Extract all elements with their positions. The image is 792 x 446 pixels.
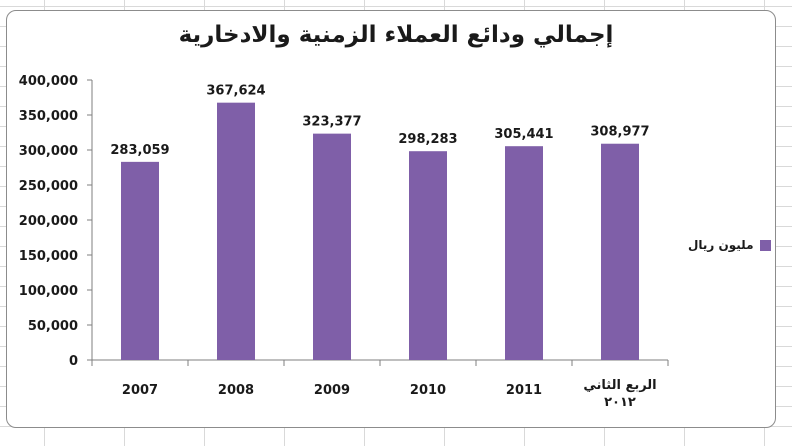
y-tick-label: 150,000 bbox=[19, 249, 78, 264]
x-tick-label: 2008 bbox=[218, 383, 254, 398]
y-tick-label: 400,000 bbox=[19, 74, 78, 89]
data-label: 283,059 bbox=[110, 143, 169, 158]
x-tick-label: الربع الثاني bbox=[583, 378, 656, 393]
y-tick-label: 0 bbox=[69, 354, 78, 369]
x-tick-label: 2010 bbox=[410, 383, 446, 398]
bar bbox=[217, 102, 255, 360]
bar bbox=[601, 143, 639, 360]
legend: مليون ريال bbox=[688, 238, 771, 252]
x-tick-label: 2007 bbox=[122, 383, 158, 398]
data-label: 367,624 bbox=[206, 84, 265, 99]
data-label: 308,977 bbox=[590, 125, 649, 140]
bar bbox=[409, 151, 447, 360]
bar bbox=[313, 133, 351, 360]
y-tick-label: 350,000 bbox=[19, 109, 78, 124]
y-tick-label: 100,000 bbox=[19, 284, 78, 299]
x-tick-label: 2011 bbox=[506, 383, 542, 398]
y-tick-label: 50,000 bbox=[28, 319, 78, 334]
bar bbox=[505, 146, 543, 360]
data-label: 298,283 bbox=[398, 132, 457, 147]
y-tick-label: 200,000 bbox=[19, 214, 78, 229]
bar bbox=[121, 161, 159, 360]
x-tick-label: 2009 bbox=[314, 383, 350, 398]
x-tick-label: ٢٠١٢ bbox=[604, 395, 636, 410]
data-label: 323,377 bbox=[302, 115, 361, 130]
y-tick-label: 250,000 bbox=[19, 179, 78, 194]
y-tick-label: 300,000 bbox=[19, 144, 78, 159]
legend-label: مليون ريال bbox=[688, 238, 754, 252]
data-label: 305,441 bbox=[494, 127, 553, 142]
chart-title: إجمالي ودائع العملاء الزمنية والادخارية bbox=[178, 22, 614, 48]
legend-swatch bbox=[759, 239, 771, 251]
